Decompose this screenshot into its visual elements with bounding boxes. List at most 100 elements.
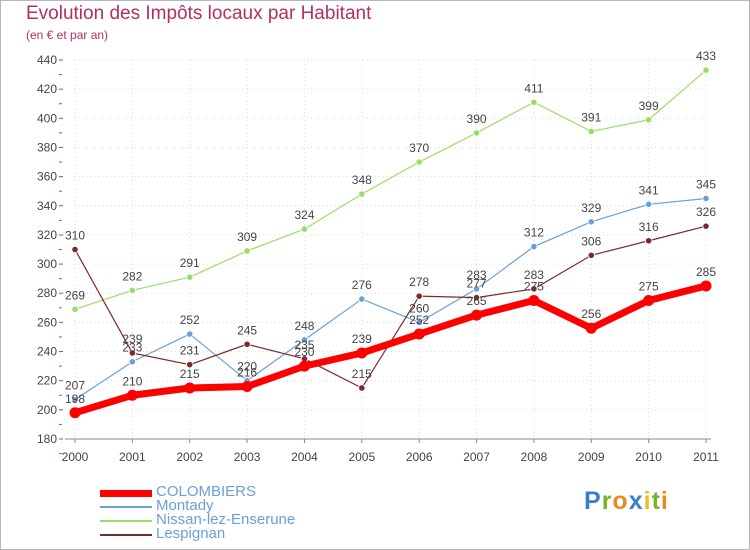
data-point xyxy=(702,66,710,74)
y-tick-label: 280 xyxy=(37,286,57,300)
data-label: 306 xyxy=(581,234,601,248)
data-point xyxy=(587,251,595,259)
data-label: 276 xyxy=(352,278,372,292)
data-point xyxy=(471,309,483,321)
data-label: 345 xyxy=(696,177,716,191)
data-label: 411 xyxy=(524,81,543,95)
data-label: 233 xyxy=(122,341,142,355)
data-label: 207 xyxy=(65,379,85,393)
data-point xyxy=(702,222,710,230)
data-label: 316 xyxy=(639,220,659,234)
y-tick-label: 360 xyxy=(37,170,57,184)
data-label: 215 xyxy=(352,367,372,381)
legend-swatch-colombiers xyxy=(100,490,152,497)
data-point xyxy=(702,194,710,203)
x-tick-label: 2000 xyxy=(62,450,89,464)
data-point xyxy=(358,190,366,198)
data-point xyxy=(700,280,712,292)
data-label: 220 xyxy=(237,360,257,374)
y-tick-label: 320 xyxy=(37,228,57,242)
data-point xyxy=(643,295,655,307)
data-label: 291 xyxy=(180,256,200,270)
logo-letter: i xyxy=(643,487,652,515)
data-label: 239 xyxy=(352,332,372,346)
x-tick-label: 2003 xyxy=(234,450,261,464)
data-point xyxy=(530,285,538,293)
data-point xyxy=(472,294,481,302)
data-label: 324 xyxy=(294,208,314,222)
data-label: 329 xyxy=(581,201,601,215)
data-label: 248 xyxy=(294,319,314,333)
legend-swatch-montady xyxy=(100,506,152,508)
data-label: 312 xyxy=(524,226,544,240)
proxiti-logo: Proxiti xyxy=(584,487,669,516)
y-tick-label: 220 xyxy=(37,374,57,388)
legend-label-montady: Montady xyxy=(156,497,214,514)
legend-swatch-nissan xyxy=(100,520,152,522)
data-point xyxy=(243,340,251,348)
data-label: 278 xyxy=(409,275,429,289)
data-point xyxy=(413,328,425,340)
y-tick-label: 200 xyxy=(37,403,57,417)
data-label: 348 xyxy=(352,173,372,187)
legend-label-colombiers: COLOMBIERS xyxy=(156,483,257,500)
data-point xyxy=(300,225,309,233)
data-point xyxy=(126,389,138,401)
data-point xyxy=(472,129,481,137)
data-label: 215 xyxy=(180,367,200,381)
data-label: 230 xyxy=(294,345,314,359)
chart-title: Evolution des Impôts locaux par Habitant xyxy=(26,3,372,24)
series-line-nissan-lez-enserune xyxy=(74,69,707,310)
x-tick-label: 2011 xyxy=(693,450,719,464)
y-tick-label: 240 xyxy=(37,345,57,359)
data-point xyxy=(530,98,538,106)
data-point xyxy=(128,349,136,357)
x-tick-label: 2006 xyxy=(406,450,433,464)
legend-label-nissan: Nissan-lez-Enserune xyxy=(156,511,296,528)
data-label: 265 xyxy=(467,294,487,308)
data-point xyxy=(128,358,136,366)
data-point xyxy=(530,242,538,251)
x-tick-label: 2009 xyxy=(578,450,605,464)
data-point xyxy=(587,218,595,226)
y-tick-label: 340 xyxy=(37,199,57,213)
data-label: 252 xyxy=(409,313,429,327)
y-tick-label: 400 xyxy=(37,111,57,125)
data-point xyxy=(186,273,194,281)
data-point xyxy=(241,381,253,393)
data-label: 433 xyxy=(696,49,716,63)
data-label: 252 xyxy=(180,313,200,327)
data-label: 326 xyxy=(696,205,716,219)
data-point xyxy=(71,396,79,404)
data-label: 283 xyxy=(467,268,487,282)
legend-swatch-lespignan xyxy=(100,534,152,536)
data-point xyxy=(69,407,81,419)
data-label: 309 xyxy=(237,230,257,244)
x-tick-label: 2005 xyxy=(348,450,375,464)
data-point xyxy=(415,318,423,326)
logo-letter: t xyxy=(651,487,661,515)
data-label: 310 xyxy=(65,229,85,243)
logo-letter: i xyxy=(660,487,669,515)
data-point xyxy=(71,305,79,313)
logo-letter: r xyxy=(601,487,613,515)
chart-subtitle: (en € et par an) xyxy=(26,28,109,42)
data-point xyxy=(186,330,194,338)
data-label: 391 xyxy=(581,110,601,124)
series-line-colombiers xyxy=(71,282,710,417)
data-label: 239 xyxy=(122,332,142,346)
data-label: 283 xyxy=(524,268,544,282)
data-point xyxy=(186,361,194,369)
data-point xyxy=(300,336,309,344)
data-point xyxy=(585,322,597,334)
x-tick-label: 2007 xyxy=(463,450,490,464)
x-tick-label: 2010 xyxy=(635,450,662,464)
data-point xyxy=(358,384,366,392)
logo-letter: x xyxy=(628,487,644,515)
data-label: 285 xyxy=(696,265,716,279)
data-label: 210 xyxy=(122,374,142,388)
data-label: 275 xyxy=(524,280,544,294)
y-tick-label: 380 xyxy=(37,140,57,154)
